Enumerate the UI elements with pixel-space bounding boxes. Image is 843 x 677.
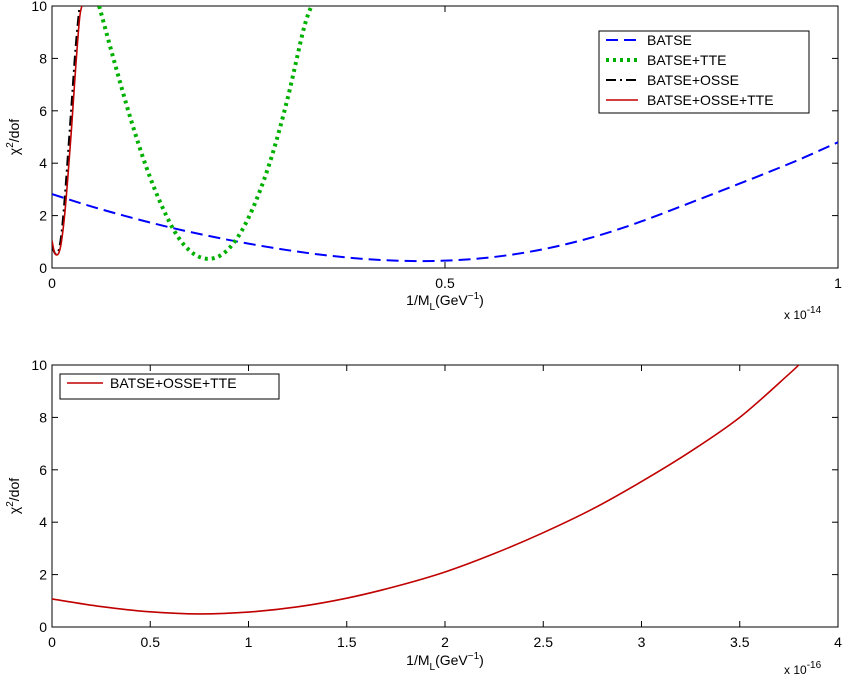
series-line-batse (52, 141, 838, 263)
top-legend: BATSE BATSE+TTE BATSE+OSSE BATSE+OSSE+TTE (598, 30, 810, 114)
y-tick-label: 8 (39, 50, 47, 66)
legend-label: BATSE+OSSE (647, 72, 739, 88)
bottom-series-group (52, 365, 800, 615)
x-tick-label: 1.5 (337, 634, 357, 650)
y-tick-label: 6 (39, 462, 47, 478)
legend-label: BATSE+OSSE+TTE (110, 375, 237, 391)
x-tick-label: 2 (441, 634, 449, 650)
top-series-group (52, 6, 838, 263)
bottom-legend: BATSE+OSSE+TTE (59, 373, 280, 400)
bottom-y-axis-label: χ2/dof (5, 478, 22, 514)
bottom-x-axis-label: 1/ML(GeV−1) (406, 651, 484, 673)
x-tick-label: 0.5 (141, 634, 161, 650)
x-tick-label: 0.5 (435, 275, 455, 291)
series-line-batse-osse-tte (52, 6, 83, 256)
bottom-chart-panel: 0 0.5 1 1.5 2 2.5 3 3.5 4 0 2 4 6 8 10 χ2/dof 1/ML(GeV… (5, 357, 842, 677)
x-tick-label: 0 (48, 634, 56, 650)
y-tick-label: 0 (39, 619, 47, 635)
series-line-batse-osse-tte (52, 365, 800, 615)
top-y-axis-label: χ2/dof (5, 119, 22, 155)
y-tick-label: 2 (39, 208, 47, 224)
y-tick-label: 10 (31, 357, 47, 373)
y-tick-label: 8 (39, 409, 47, 425)
y-tick-label: 2 (39, 567, 47, 583)
x-tick-label: 0 (48, 275, 56, 291)
bottom-legend-box (59, 373, 280, 400)
x-tick-label: 3.5 (730, 634, 750, 650)
legend-label: BATSE+OSSE+TTE (647, 92, 774, 108)
bottom-axis-ticks: 0 0.5 1 1.5 2 2.5 3 3.5 4 0 2 4 6 8 10 (31, 357, 842, 650)
legend-label: BATSE+TTE (647, 52, 726, 68)
x-tick-label: 4 (834, 634, 842, 650)
bottom-plot-area (51, 364, 839, 628)
x-tick-label: 2.5 (534, 634, 554, 650)
x-tick-label: 1 (834, 275, 842, 291)
x-tick-label: 1 (245, 634, 253, 650)
x-tick-label: 3 (638, 634, 646, 650)
y-tick-label: 0 (39, 260, 47, 276)
top-x-axis-label: 1/ML(GeV−1) (406, 291, 484, 313)
y-tick-label: 10 (31, 0, 47, 14)
top-x-multiplier: x 10-14 (784, 305, 822, 322)
legend-label: BATSE (647, 32, 692, 48)
y-tick-label: 4 (39, 155, 47, 171)
series-line-batse-tte (97, 6, 314, 261)
bottom-x-multiplier: x 10-16 (784, 660, 822, 677)
y-tick-label: 6 (39, 103, 47, 119)
y-tick-label: 4 (39, 514, 47, 530)
